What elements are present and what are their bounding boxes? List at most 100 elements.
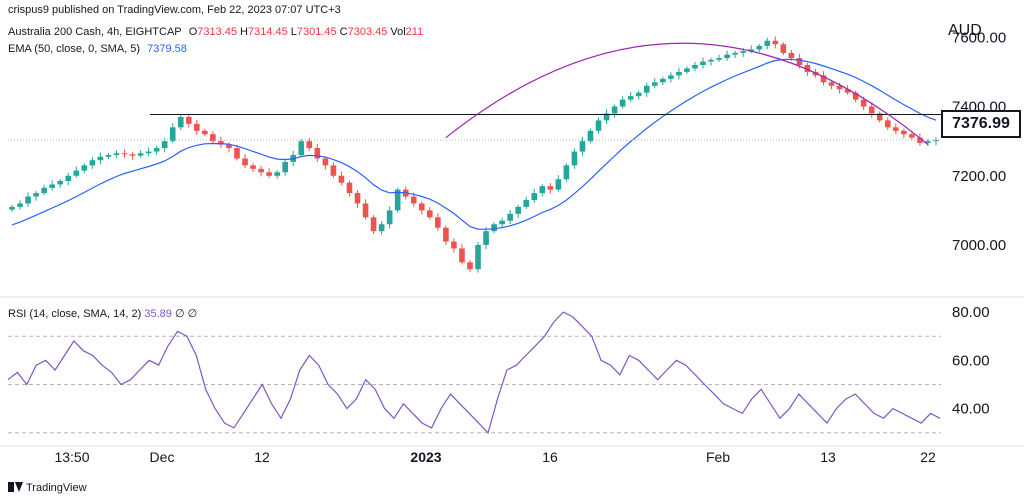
candle-body: [684, 68, 690, 72]
rsi-axis-tick-label: 80.00: [952, 304, 990, 321]
symbol-legend: Australia 200 Cash, 4h, EIGHTCAP O7313.4…: [8, 26, 430, 38]
tradingview-brand: TradingView: [26, 482, 87, 494]
candle-body: [917, 137, 923, 143]
candle-body: [651, 82, 658, 86]
ema-label[interactable]: EMA (50, close, 0, SMA, 5): [8, 43, 141, 55]
rsi-axis-tick-label: 40.00: [952, 401, 990, 418]
rsi-value: 35.89: [144, 308, 172, 320]
rsi-label[interactable]: RSI (14, close, SMA, 14, 2): [8, 308, 142, 320]
candle-body: [370, 217, 377, 232]
candle-body: [185, 116, 192, 124]
tradingview-logo[interactable]: TradingView: [8, 482, 87, 494]
candle-body: [306, 141, 313, 149]
candle-body: [531, 193, 538, 200]
x-axis-tick-label: 12: [254, 449, 270, 465]
candle-body: [41, 187, 47, 194]
candle-body: [210, 134, 216, 142]
candle-body: [884, 120, 891, 128]
candle-body: [81, 165, 88, 171]
ohlc-vol: Vol211: [390, 26, 423, 38]
candle-body: [242, 158, 248, 166]
candle-body: [483, 231, 489, 245]
tradingview-icon: [8, 482, 23, 492]
candle-body: [226, 144, 232, 149]
rsi-line: [7, 311, 941, 434]
candle-body: [394, 189, 401, 211]
candle-body: [603, 113, 610, 121]
price-axis-tick-label: 7600.00: [952, 29, 1006, 46]
candle-body: [282, 161, 289, 173]
rsi-extra-1: ∅: [174, 308, 185, 320]
candle-body: [49, 184, 56, 188]
candle-body: [772, 40, 779, 45]
candle-body: [362, 203, 369, 218]
candle-body: [619, 99, 626, 107]
candle-body: [909, 134, 915, 138]
currency-label: AUD: [948, 22, 982, 39]
symbol-title[interactable]: Australia 200 Cash, 4h, EIGHTCAP: [8, 26, 182, 38]
candle-body: [668, 75, 674, 79]
candle-body: [852, 92, 859, 100]
candle-body: [33, 193, 39, 197]
candle-body: [346, 182, 353, 194]
candle-body: [73, 170, 80, 176]
candle-body: [9, 206, 15, 210]
candle-body: [676, 71, 682, 76]
candle-body: [322, 158, 329, 166]
x-axis-tick-label: Feb: [706, 449, 730, 465]
candle-body: [105, 155, 112, 157]
candle-body: [828, 82, 835, 86]
x-axis-tick-label: 13: [820, 449, 836, 465]
ohlc-h: H7314.45: [240, 26, 288, 38]
candle-body: [587, 130, 594, 142]
candle-body: [643, 85, 650, 93]
candle-body: [756, 45, 763, 50]
candle-body: [89, 160, 96, 166]
price-axis-tick-label: 7000.00: [952, 237, 1006, 254]
candle-body: [868, 106, 875, 114]
candle-body: [491, 224, 497, 232]
ohlc-value: 7303.45: [347, 26, 388, 38]
rounding-top-arc: [445, 42, 929, 146]
candle-body: [17, 203, 23, 207]
candle-body: [555, 179, 562, 190]
candle-body: [539, 186, 546, 194]
candle-body: [748, 49, 755, 52]
price-axis-tick-label: 7200.00: [952, 168, 1006, 185]
candle-body: [129, 154, 136, 156]
candle-body: [435, 217, 441, 228]
candle-body: [780, 44, 787, 53]
candle-body: [234, 148, 240, 159]
candle-body: [153, 148, 160, 152]
ohlc-key: H: [240, 26, 248, 38]
candle-body: [266, 172, 272, 176]
candle-body: [250, 165, 256, 169]
ohlc-values: O7313.45 H7314.45 L7301.45 C7303.45 Vol211: [189, 26, 427, 38]
ohlc-value: 7313.45: [197, 26, 238, 38]
candle-body: [836, 85, 843, 90]
rsi-axis-tick-label: 60.00: [952, 352, 990, 369]
candle-body: [523, 200, 530, 207]
x-axis-tick-label: 16: [542, 449, 558, 465]
candle-body: [732, 52, 738, 55]
candle-body: [338, 175, 345, 183]
candle-body: [547, 186, 554, 190]
candle-body: [563, 165, 570, 180]
candle-body: [113, 153, 120, 155]
candle-body: [659, 78, 666, 83]
candle-body: [764, 40, 771, 46]
candle-body: [57, 180, 64, 185]
horizontal-line-price-badge: 7376.99: [941, 110, 1021, 138]
candle-body: [901, 130, 907, 135]
candle-body: [700, 61, 706, 65]
ohlc-c: C7303.45: [340, 26, 388, 38]
candle-body: [145, 151, 152, 154]
rsi-extra-2: ∅: [187, 308, 198, 320]
ohlc-value: 211: [405, 26, 424, 38]
ohlc-key: O: [188, 26, 198, 38]
ohlc-l: L7301.45: [291, 26, 337, 38]
candle-body: [812, 71, 819, 76]
candle-body: [298, 141, 305, 155]
candle-body: [844, 89, 851, 93]
